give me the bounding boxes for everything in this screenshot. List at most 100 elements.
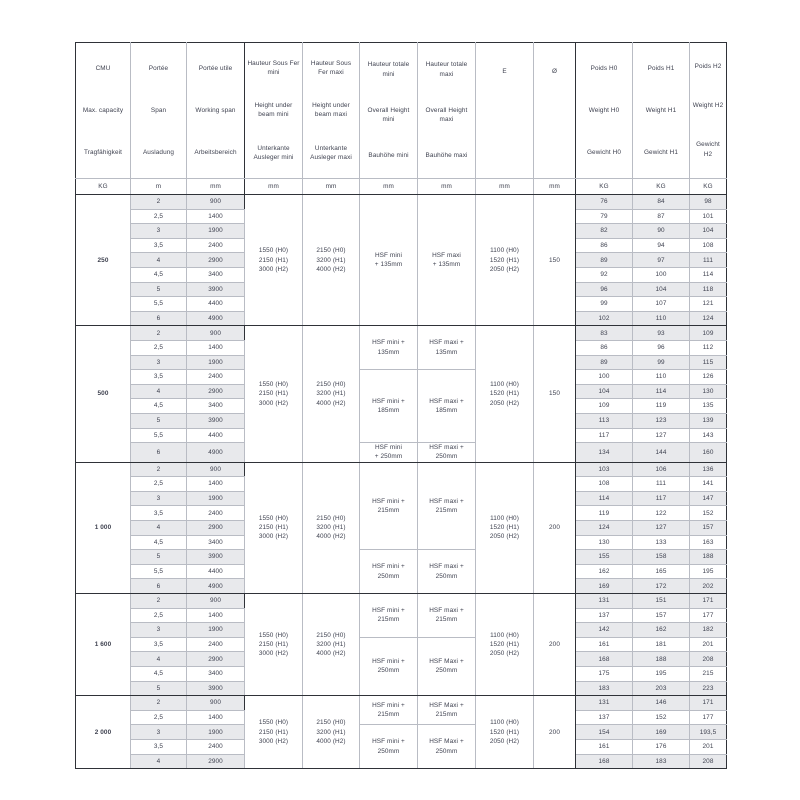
overall-height-maxi-cell: HSF Maxi +250mm <box>417 724 476 770</box>
table-row: 3,5 2400 86 94 108 <box>76 237 727 254</box>
column-header-12: Poids H2 Weight H2 Gewicht H2 <box>689 42 727 179</box>
height-under-beam-maxi-cell: 2150 (H0) 3200 (H1) 4000 (H2) <box>302 695 360 770</box>
column-header-7-de: Bauhöhe maxi <box>425 152 468 160</box>
weight-h0-cell: 137 <box>575 709 633 726</box>
column-header-12-fr: Poids H2 <box>694 62 722 70</box>
column-header-4-fr: Hauteur Sous Fer mini <box>247 59 300 77</box>
weight-h0-cell: 86 <box>575 237 633 254</box>
table-row: 6 4900 HSF mini + 250mm HSF maxi +250mm 134 14… <box>76 442 727 463</box>
weight-h1-cell: 127 <box>632 427 690 444</box>
units-row: KG m mm mm mm mm mm mm mm KG KG KG <box>75 178 727 195</box>
weight-h0-cell: 100 <box>575 369 633 385</box>
table-header-row: CMU Max. capacity Tragfähigkeit Portée Span A… <box>75 42 727 179</box>
unit-cell-3: mm <box>186 178 245 195</box>
weight-h2-cell: 201 <box>689 636 727 653</box>
column-header-8-fr: E <box>502 67 507 75</box>
working-span-cell: 2900 <box>186 520 245 536</box>
unit-cell-2: m <box>130 178 187 195</box>
column-header-9: Ø <box>533 42 576 179</box>
height-under-beam-maxi-cell: 2150 (H0) 3200 (H1) 4000 (H2) <box>302 193 360 327</box>
weight-h1-cell: 127 <box>632 520 690 536</box>
weight-h0-cell: 155 <box>575 549 633 565</box>
column-header-7-en: Overall Height maxi <box>425 106 468 124</box>
weight-h1-cell: 104 <box>632 281 690 298</box>
capacity-cell-2000: 2 000 <box>75 695 131 770</box>
span-cell: 2 <box>130 325 187 341</box>
weight-h1-cell: 90 <box>632 223 690 239</box>
weight-h0-cell: 86 <box>575 339 633 356</box>
weight-h2-cell: 171 <box>689 593 727 609</box>
working-span-cell: 900 <box>186 461 245 478</box>
unit-cell-12: KG <box>689 178 727 195</box>
working-span-cell: 4900 <box>186 578 245 594</box>
working-span-cell: 4900 <box>186 442 245 463</box>
table-row: 3 1900 142 162 182 <box>76 622 727 638</box>
working-span-cell: 3900 <box>186 680 245 697</box>
weight-h1-cell: 146 <box>632 695 690 711</box>
working-span-cell: 4400 <box>186 427 245 444</box>
working-span-cell: 3900 <box>186 412 245 429</box>
span-cell: 3,5 <box>130 237 187 254</box>
span-cell: 5 <box>130 680 187 697</box>
height-under-beam-mini-cell: 1550 (H0) 2150 (H1) 3000 (H2) <box>244 695 303 770</box>
span-cell: 4 <box>130 753 187 770</box>
weight-h2-cell: 114 <box>689 266 727 283</box>
weight-h1-cell: 172 <box>632 578 690 594</box>
table-row: 4,5 3400 175 195 215 <box>76 665 727 682</box>
weight-h1-cell: 151 <box>632 593 690 609</box>
working-span-cell: 2400 <box>186 237 245 254</box>
weight-h0-cell: 130 <box>575 534 633 551</box>
column-header-8: E <box>475 42 534 179</box>
column-header-10-en: Weight H0 <box>588 106 620 114</box>
overall-height-mini-cell: HSF mini +215mm <box>359 461 418 551</box>
weight-h0-cell: 137 <box>575 607 633 624</box>
column-header-11: Poids H1 Weight H1 Gewicht H1 <box>632 42 690 179</box>
column-header-2-fr: Portée <box>148 64 169 72</box>
column-header-2-de: Ausladung <box>142 149 175 157</box>
weight-h2-cell: 215 <box>689 665 727 682</box>
weight-h2-cell: 111 <box>689 252 727 268</box>
overall-height-maxi-cell: HSF maxi + 135mm <box>417 193 476 327</box>
span-cell: 4,5 <box>130 266 187 283</box>
weight-h2-cell: 182 <box>689 622 727 638</box>
working-span-cell: 2400 <box>186 505 245 522</box>
column-header-3-de: Arbeitsbereich <box>194 149 237 157</box>
weight-h2-cell: 135 <box>689 398 727 414</box>
capacity-cell-250: 250 <box>75 193 131 327</box>
weight-h1-cell: 119 <box>632 398 690 414</box>
span-cell: 4,5 <box>130 534 187 551</box>
weight-h1-cell: 203 <box>632 680 690 697</box>
diameter-cell: 200 <box>533 592 576 697</box>
working-span-cell: 1900 <box>186 223 245 239</box>
working-span-cell: 1900 <box>186 490 245 507</box>
column-header-12-de: Gewicht H2 <box>696 141 720 158</box>
overall-height-maxi-cell: HSF maxi +215mm <box>417 593 476 638</box>
working-span-cell: 3400 <box>186 665 245 682</box>
diameter-cell: 150 <box>533 325 576 463</box>
table-row: 6 4900 102 110 124 <box>76 310 727 327</box>
table-row: 2,5 1400 137 152 177 <box>76 709 727 726</box>
span-cell: 2 <box>130 461 187 478</box>
weight-h1-cell: 176 <box>632 738 690 755</box>
specification-table: CMU Max. capacity Tragfähigkeit Portée Span A… <box>75 42 727 770</box>
overall-height-maxi-cell: HSF maxi +250mm <box>417 442 476 463</box>
column-header-1: CMU Max. capacity Tragfähigkeit <box>75 42 131 179</box>
column-header-12-en: Weight H2 <box>692 102 724 110</box>
capacity-cell-1600: 1 600 <box>75 592 131 697</box>
overall-height-mini-cell: HSF mini +185mm <box>359 369 418 444</box>
overall-height-mini-cell: HSF mini +250mm <box>359 636 418 697</box>
e-dimension-cell: 1100 (H0) 1520 (H1) 2050 (H2) <box>475 193 534 327</box>
working-span-cell: 1400 <box>186 709 245 726</box>
column-header-5-de: Unterkante Ausleger maxi <box>310 144 352 161</box>
table-row: 5 3900 HSF mini +250mm HSF maxi +250mm 155 15… <box>76 549 727 594</box>
column-header-5: Hauteur Sous Fer maxi Height under beam m… <box>302 42 360 179</box>
column-header-3-en: Working span <box>195 106 236 114</box>
working-span-cell: 900 <box>186 194 245 210</box>
working-span-cell: 4400 <box>186 563 245 580</box>
table-row: 3,5 2400 HSF mini +185mm HSF maxi +185mm 100… <box>76 369 727 444</box>
span-cell: 6 <box>130 442 187 463</box>
weight-h2-cell: 130 <box>689 383 727 400</box>
weight-h0-cell: 82 <box>575 223 633 239</box>
table-row: 4 2900 168 188 208 <box>76 651 727 667</box>
weight-h2-cell: 147 <box>689 490 727 507</box>
